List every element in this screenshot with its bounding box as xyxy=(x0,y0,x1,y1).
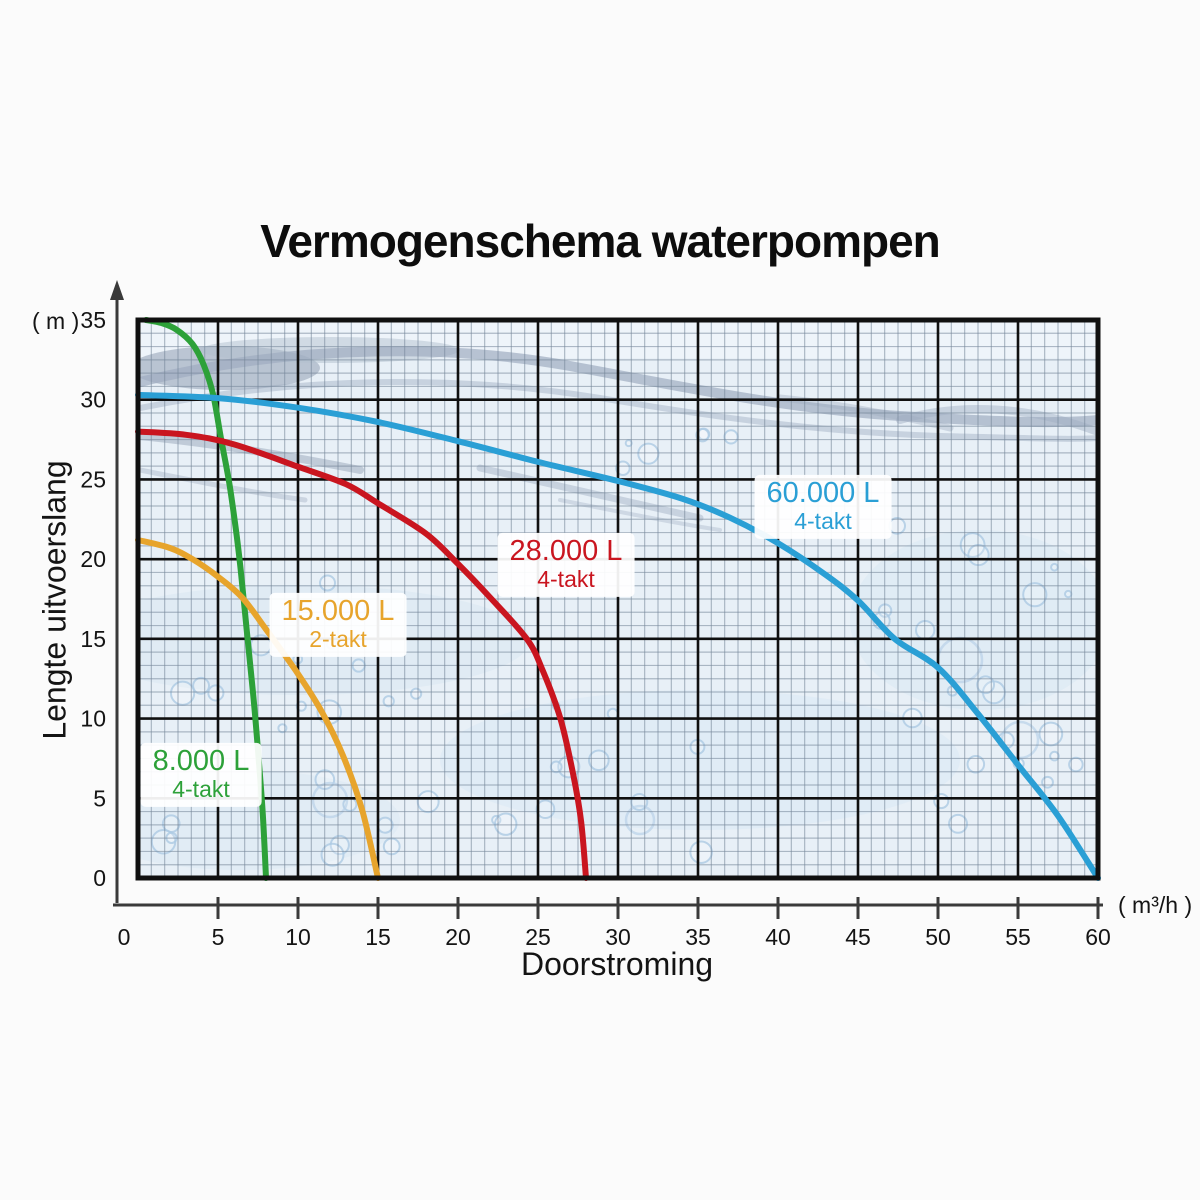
curve-label-15000-l: 15.000 L 2-takt xyxy=(269,592,407,658)
pump-curves xyxy=(135,317,1101,881)
chart-title: Vermogenschema waterpompen xyxy=(260,215,941,267)
x-tick-label-40: 40 xyxy=(765,924,791,950)
curve-label-volume: 28.000 L xyxy=(509,534,623,567)
x-tick-label-25: 25 xyxy=(525,924,551,950)
curve-label-60000-l: 60.000 L 4-takt xyxy=(754,474,892,540)
x-tick-label-55: 55 xyxy=(1005,924,1031,950)
y-axis-arrow-icon xyxy=(110,280,124,300)
curve-60000-l xyxy=(135,391,1101,881)
curve-label-28000-l: 28.000 L 4-takt xyxy=(497,532,635,598)
y-axis-title: Lengte uitvoerslang xyxy=(36,460,73,740)
y-tick-label-15: 15 xyxy=(80,626,106,652)
y-tick-label-25: 25 xyxy=(80,466,106,492)
x-tick-label-10: 10 xyxy=(285,924,311,950)
curve-15000-l xyxy=(135,537,381,881)
x-tick-label-45: 45 xyxy=(845,924,871,950)
y-axis-unit: ( m ) xyxy=(32,308,79,334)
x-tick-label-0: 0 xyxy=(118,924,131,950)
curve-label-volume: 8.000 L xyxy=(152,744,250,777)
curve-28000-l xyxy=(135,428,589,881)
x-tick-label-60: 60 xyxy=(1085,924,1111,950)
axes: 0 5 10 15 20 25 30 35 40 45 50 55 60 0 5 10 15 20 25 30 35 xyxy=(80,280,1111,950)
y-tick-label-10: 10 xyxy=(80,706,106,732)
x-tick-label-50: 50 xyxy=(925,924,951,950)
x-tick-label-20: 20 xyxy=(445,924,471,950)
x-tick-label-30: 30 xyxy=(605,924,631,950)
curve-label-engine-type: 4-takt xyxy=(537,566,595,593)
curve-label-volume: 15.000 L xyxy=(281,594,395,627)
y-tick-label-0: 0 xyxy=(93,865,106,891)
curve-label-volume: 60.000 L xyxy=(766,476,880,509)
plot-border xyxy=(135,317,1101,881)
curve-8000-l xyxy=(143,317,269,881)
y-tick-label-35: 35 xyxy=(80,307,106,333)
x-axis-title: Doorstroming xyxy=(520,946,714,982)
x-tick-label-5: 5 xyxy=(212,924,225,950)
curve-label-8000-l: 8.000 L 4-takt xyxy=(140,742,262,808)
y-tick-label-5: 5 xyxy=(93,785,106,811)
x-tick-label-15: 15 xyxy=(365,924,391,950)
curve-label-engine-type: 4-takt xyxy=(794,508,852,535)
curve-label-engine-type: 2-takt xyxy=(309,626,367,653)
x-axis-unit: ( m³/h ) xyxy=(1118,892,1192,918)
y-tick-label-30: 30 xyxy=(80,387,106,413)
y-tick-label-20: 20 xyxy=(80,546,106,572)
x-tick-label-35: 35 xyxy=(685,924,711,950)
curve-label-engine-type: 4-takt xyxy=(172,776,230,803)
